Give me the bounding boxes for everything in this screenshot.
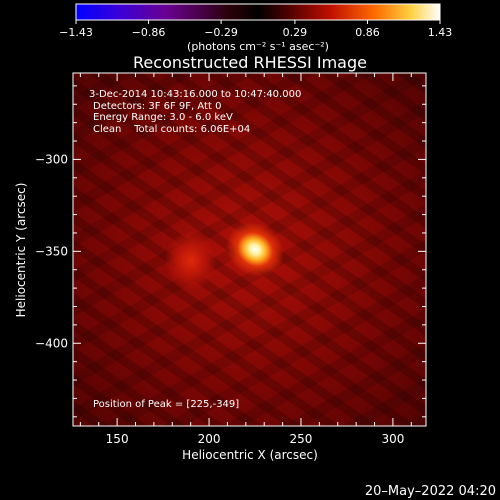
y-axis-label: Heliocentric Y (arcsec) [14,183,28,318]
y-tick-label: −300 [35,152,68,166]
annotations: 3-Dec-2014 10:43:16.000 to 10:47:40.000 … [89,89,301,410]
colorbar-ticks: −1.43 −0.86 −0.29 0.29 0.86 1.43 [59,20,452,39]
x-tick-label: 200 [198,432,221,446]
annotation-time-range: 3-Dec-2014 10:43:16.000 to 10:47:40.000 [89,89,301,100]
colorbar-tick-label: −0.29 [204,26,238,39]
colorbar-tick-label: 0.29 [283,26,308,39]
x-axis: 150 200 250 300 [79,73,412,446]
chart-title: Reconstructed RHESSI Image [133,53,367,72]
plot-frame [72,72,427,427]
colorbar-tick-label: −0.86 [132,26,166,39]
x-tick-label: 150 [106,432,129,446]
colorbar-gradient [75,3,441,21]
x-tick-label: 300 [381,432,404,446]
y-tick-label: −400 [35,336,68,350]
colorbar-tick-label: 1.43 [428,26,453,39]
colorbar-tick-label: 0.86 [355,26,380,39]
y-axis: −300 −350 −400 [35,85,426,418]
peak-source [226,222,284,277]
x-axis-label: Heliocentric X (arcsec) [182,448,318,462]
heatmap-sources [164,222,284,291]
annotation-peak-position: Position of Peak = [225,-349] [93,399,239,410]
colorbar-unit-label: (photons cm⁻² s⁻¹ asec⁻²) [187,40,329,53]
x-tick-label: 250 [290,432,313,446]
plot-area [73,73,426,426]
colorbar: −1.43 −0.86 −0.29 0.29 0.86 1.43 (photons cm⁻… [59,3,452,53]
annotation-counts: Clean Total counts: 6.06E+04 [93,124,250,135]
secondary-source [164,230,217,291]
annotation-energy: Energy Range: 3.0 - 6.0 keV [93,112,233,123]
annotation-detectors: Detectors: 3F 6F 9F, Att 0 [93,101,221,112]
footer-date: 20–May–2022 04:20 [365,484,496,499]
colorbar-tick-label: −1.43 [59,26,93,39]
y-tick-label: −350 [35,244,68,258]
